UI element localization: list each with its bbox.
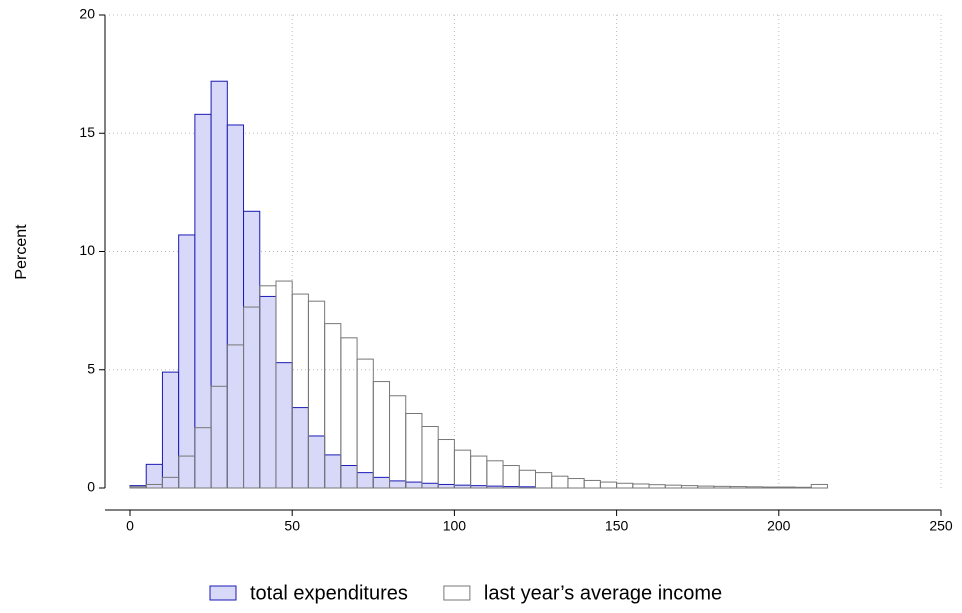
bar — [372, 476, 391, 489]
legend-label: total expenditures — [250, 582, 408, 604]
legend-swatch — [443, 585, 471, 601]
bar — [178, 234, 196, 489]
bar — [794, 486, 812, 489]
bar — [583, 479, 601, 489]
bar — [389, 395, 407, 489]
bar — [437, 439, 455, 489]
bar — [405, 413, 423, 489]
x-tick-label: 250 — [929, 518, 953, 534]
bar — [421, 482, 439, 489]
bar — [437, 483, 455, 489]
bar — [210, 80, 228, 489]
bar — [291, 407, 309, 489]
x-tick-label: 100 — [443, 518, 467, 534]
y-tick-label: 15 — [79, 124, 95, 140]
bar — [729, 486, 747, 489]
bar — [551, 475, 569, 489]
bar — [778, 486, 796, 489]
bar — [680, 485, 699, 489]
bar — [762, 486, 780, 489]
bar — [405, 481, 423, 489]
bar — [502, 465, 520, 489]
y-tick-label: 10 — [79, 242, 95, 258]
bar — [372, 381, 391, 489]
bar — [648, 484, 666, 489]
bar — [486, 460, 504, 489]
bar — [535, 472, 553, 489]
bar — [632, 483, 650, 489]
bar — [599, 481, 618, 489]
x-tick-label: 50 — [284, 518, 300, 534]
bar — [470, 455, 488, 489]
bar — [518, 469, 537, 489]
y-axis-label: Percent — [13, 224, 30, 280]
bar — [453, 449, 472, 489]
bar — [324, 454, 342, 489]
legend-swatch — [209, 585, 237, 601]
y-tick-label: 20 — [79, 6, 95, 22]
bar — [745, 486, 764, 489]
x-tick-label: 200 — [767, 518, 791, 534]
bar — [226, 124, 245, 489]
bar — [275, 362, 293, 489]
bar — [161, 371, 180, 489]
bar — [616, 482, 634, 489]
bar — [713, 485, 731, 489]
bar — [356, 358, 374, 489]
bar — [356, 472, 374, 489]
bar — [697, 485, 715, 489]
bar — [810, 483, 828, 489]
bar — [194, 113, 212, 489]
bar — [307, 435, 326, 489]
bar — [567, 478, 585, 489]
y-tick-label: 5 — [87, 360, 95, 376]
bar — [664, 484, 682, 489]
y-tick-label: 0 — [87, 479, 95, 495]
bar — [389, 480, 407, 489]
legend-label: last year’s average income — [484, 582, 722, 604]
x-tick-label: 0 — [126, 518, 134, 534]
x-tick-label: 150 — [605, 518, 629, 534]
bar — [340, 465, 358, 489]
bar — [259, 295, 277, 489]
bar — [243, 210, 261, 489]
bar — [421, 426, 439, 489]
